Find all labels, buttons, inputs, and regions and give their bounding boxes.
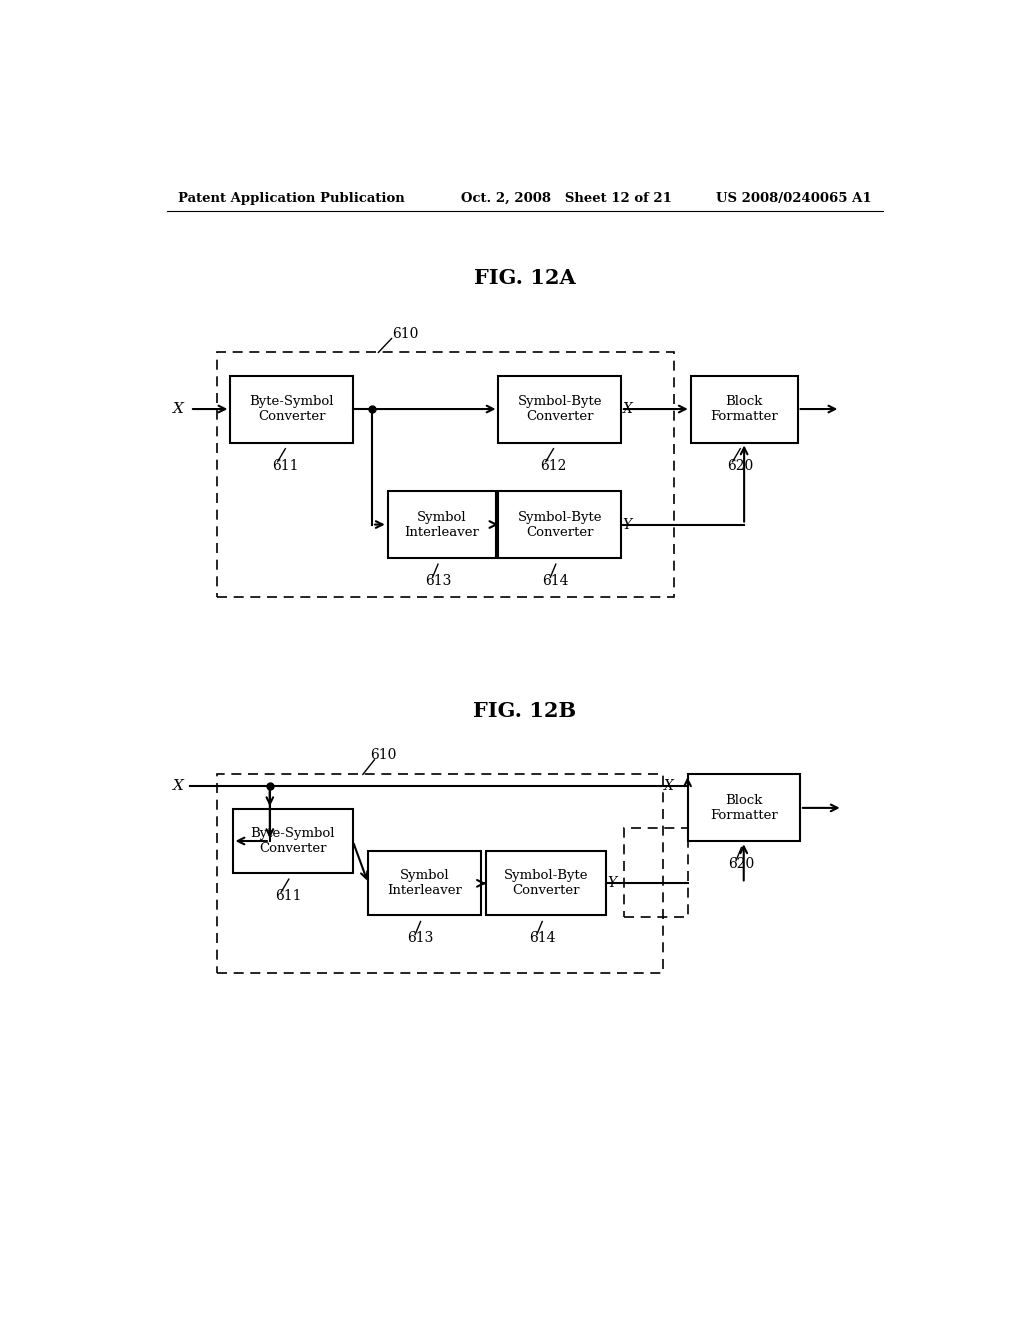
Text: 614: 614 <box>543 574 569 589</box>
Text: FIG. 12B: FIG. 12B <box>473 701 577 721</box>
Text: 613: 613 <box>425 574 452 589</box>
Text: Symbol-Byte
Converter: Symbol-Byte Converter <box>504 870 589 898</box>
Text: Block
Formatter: Block Formatter <box>711 395 778 422</box>
Bar <box>499 491 621 558</box>
Text: Symbol-Byte
Converter: Symbol-Byte Converter <box>517 395 602 422</box>
Text: X: X <box>173 403 183 416</box>
Text: 611: 611 <box>272 458 299 473</box>
Text: Byte-Symbol
Converter: Byte-Symbol Converter <box>249 395 334 422</box>
Text: Byte-Symbol
Converter: Byte-Symbol Converter <box>251 828 335 855</box>
Bar <box>687 775 800 841</box>
Bar <box>388 491 496 558</box>
Text: X: X <box>173 779 183 793</box>
Text: Y: Y <box>623 517 632 532</box>
Text: 620: 620 <box>727 458 754 473</box>
Bar <box>369 851 480 915</box>
Text: Oct. 2, 2008   Sheet 12 of 21: Oct. 2, 2008 Sheet 12 of 21 <box>461 191 672 205</box>
Text: 620: 620 <box>728 858 755 871</box>
Bar <box>624 829 687 917</box>
Text: Symbol
Interleaver: Symbol Interleaver <box>404 511 479 539</box>
Text: Symbol
Interleaver: Symbol Interleaver <box>387 870 462 898</box>
Text: 612: 612 <box>541 458 566 473</box>
Bar <box>230 376 352 442</box>
Text: X: X <box>623 403 633 416</box>
Text: 610: 610 <box>371 748 397 762</box>
Bar <box>232 809 352 873</box>
Bar <box>217 352 675 598</box>
Text: 610: 610 <box>392 327 419 341</box>
Text: Block
Formatter: Block Formatter <box>710 793 777 822</box>
Text: US 2008/0240065 A1: US 2008/0240065 A1 <box>717 191 872 205</box>
Text: FIG. 12A: FIG. 12A <box>474 268 575 288</box>
Bar <box>499 376 621 442</box>
Bar <box>486 851 606 915</box>
Text: X: X <box>664 779 674 793</box>
Bar <box>690 376 798 442</box>
Text: Y: Y <box>607 876 616 891</box>
Text: 613: 613 <box>408 932 434 945</box>
Bar <box>217 775 663 973</box>
Text: 611: 611 <box>275 890 302 903</box>
Text: Symbol-Byte
Converter: Symbol-Byte Converter <box>517 511 602 539</box>
Text: 614: 614 <box>529 932 555 945</box>
Text: Patent Application Publication: Patent Application Publication <box>178 191 406 205</box>
